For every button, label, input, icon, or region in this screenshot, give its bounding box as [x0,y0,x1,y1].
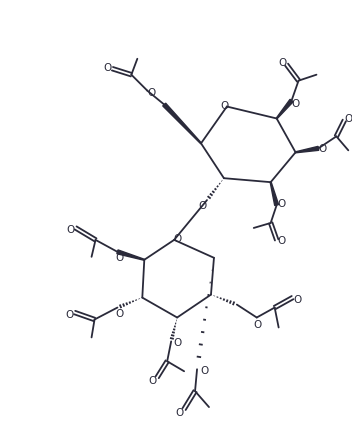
Text: O: O [277,236,286,246]
Text: O: O [221,101,229,111]
Text: O: O [254,321,262,330]
Text: O: O [103,63,112,73]
Polygon shape [163,103,201,144]
Text: O: O [115,308,124,318]
Text: O: O [175,408,183,418]
Text: O: O [198,201,206,211]
Text: O: O [65,309,74,320]
Text: O: O [344,114,352,124]
Text: O: O [147,88,155,98]
Text: O: O [148,376,156,386]
Polygon shape [270,182,278,206]
Polygon shape [276,99,293,119]
Text: O: O [173,338,181,348]
Text: O: O [173,234,181,244]
Text: O: O [318,144,327,154]
Text: O: O [67,225,75,235]
Text: O: O [200,366,208,376]
Text: O: O [277,199,286,209]
Polygon shape [117,250,144,260]
Text: O: O [294,295,302,305]
Text: O: O [291,98,300,108]
Text: O: O [278,58,287,68]
Polygon shape [295,146,319,153]
Text: O: O [115,253,124,263]
